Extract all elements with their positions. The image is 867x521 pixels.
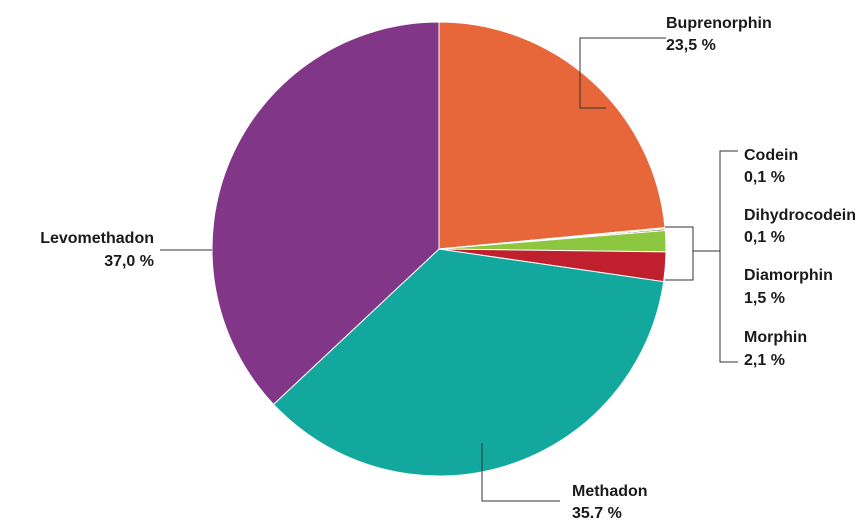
label-diamorphin-value: 1,5 % — [744, 290, 785, 307]
label-morphin-name: Morphin — [744, 329, 807, 346]
label-methadon-name: Methadon — [572, 483, 648, 500]
label-codein-value: 0,1 % — [744, 169, 785, 186]
label-codein-name: Codein — [744, 147, 798, 164]
label-diamorphin-name: Diamorphin — [744, 267, 833, 284]
label-methadon-value: 35.7 % — [572, 505, 622, 521]
label-dihydrocodein-name: Dihydrocodein — [744, 207, 856, 224]
label-dihydrocodein-value: 0,1 % — [744, 229, 785, 246]
label-buprenorphin-value: 23,5 % — [666, 37, 716, 54]
pie-slice-methadon — [272, 248, 665, 477]
leader-line-buprenorphin — [579, 37, 666, 109]
label-levomethadon-value: 37,0 % — [104, 253, 154, 270]
slice-labels: Buprenorphin 23,5 % Codein 0,1 % Dihydro… — [40, 15, 856, 521]
leader-line-small-group-bracket — [719, 150, 738, 363]
label-levomethadon-name: Levomethadon — [40, 230, 154, 247]
pie-slices — [211, 21, 667, 477]
label-morphin-value: 2,1 % — [744, 352, 785, 369]
pie-slice-levomethadon — [211, 21, 440, 406]
leader-line-bracket-small — [665, 226, 694, 281]
leader-line-methadon — [481, 443, 560, 502]
leader-lines — [160, 37, 738, 502]
label-buprenorphin-name: Buprenorphin — [666, 15, 772, 32]
pie-slice-buprenorphin — [438, 21, 666, 250]
